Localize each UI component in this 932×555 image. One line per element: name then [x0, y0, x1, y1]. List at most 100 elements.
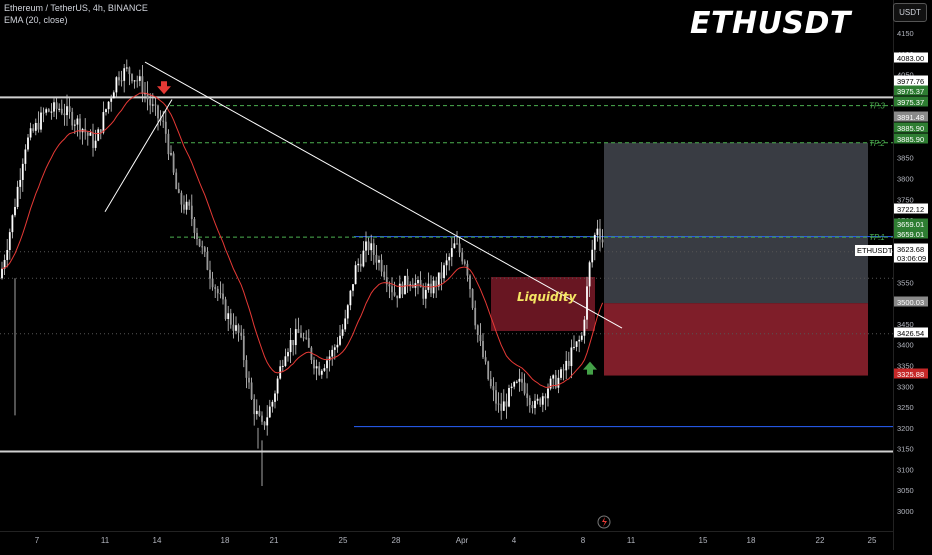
- candle-body: [495, 390, 497, 404]
- candle-body: [593, 234, 596, 250]
- candle-body: [466, 263, 469, 276]
- currency-button[interactable]: USDT: [893, 3, 927, 22]
- candle-body: [287, 352, 289, 357]
- candle-body: [16, 186, 19, 207]
- candle-body: [448, 256, 451, 261]
- price-label: 3885.90: [897, 135, 924, 144]
- candle-body: [328, 356, 331, 361]
- price-label-box: [894, 133, 928, 144]
- candle-body: [372, 243, 375, 255]
- y-tick-label: 3350: [897, 362, 914, 371]
- candle-body: [227, 313, 230, 320]
- indicator-legend[interactable]: EMA (20, close): [4, 15, 68, 25]
- candle-body: [393, 292, 396, 296]
- y-tick-label: 3750: [897, 195, 914, 204]
- candle-body: [307, 338, 310, 348]
- candle-body: [601, 239, 604, 243]
- candle-body: [21, 163, 24, 180]
- candle-body: [107, 101, 110, 110]
- candle-body: [3, 259, 6, 269]
- candle-body: [344, 318, 347, 330]
- candle-body: [518, 378, 521, 382]
- candle-body: [435, 280, 438, 287]
- candle-body: [133, 80, 136, 82]
- candle-body: [177, 189, 180, 193]
- candle-body: [63, 113, 66, 116]
- candle-body: [578, 339, 581, 342]
- candle-body: [417, 280, 419, 284]
- price-label-box: [894, 218, 928, 229]
- candle-body: [536, 398, 539, 401]
- candle-body: [560, 369, 562, 378]
- candle-body: [385, 277, 388, 285]
- candle-body: [320, 370, 323, 375]
- candle-body: [201, 246, 204, 248]
- candle-body: [510, 386, 513, 389]
- candle-body: [76, 118, 79, 125]
- candle-body: [164, 121, 167, 134]
- x-tick-label: 15: [699, 536, 708, 545]
- candle-body: [479, 335, 482, 342]
- candle-body: [409, 284, 412, 286]
- candle-body: [419, 280, 422, 288]
- candle-body: [138, 76, 141, 81]
- candle-body: [193, 219, 196, 233]
- candle-body: [521, 378, 523, 383]
- wedge-line: [104, 99, 173, 212]
- price-label: 3722.12: [897, 205, 924, 214]
- candle-body: [281, 365, 284, 367]
- candle-body: [128, 67, 131, 75]
- candle-body: [188, 201, 191, 206]
- candle-body: [274, 393, 276, 402]
- price-label: 3659.01: [897, 230, 924, 239]
- candle-body: [469, 275, 471, 290]
- price-label-box: [894, 368, 928, 379]
- candle-body: [123, 68, 126, 81]
- x-tick-label: 11: [627, 536, 636, 545]
- candle-body: [45, 109, 48, 113]
- candle-body: [136, 80, 139, 82]
- candle-body: [297, 329, 300, 333]
- candle-body: [167, 133, 170, 155]
- candle-body: [206, 251, 209, 270]
- symbol-tag-box: [855, 245, 892, 256]
- candle-body: [482, 341, 484, 358]
- price-label-box: [894, 111, 928, 122]
- candle-body: [50, 111, 53, 113]
- y-tick-label: 3150: [897, 445, 914, 454]
- candle-body: [456, 243, 458, 245]
- price-label-box: [894, 75, 928, 86]
- candle-body: [370, 243, 373, 251]
- candle-body: [240, 332, 243, 336]
- x-tick-label: 18: [221, 536, 230, 545]
- candle-body: [68, 106, 71, 112]
- candle-body: [588, 262, 591, 287]
- y-tick-label: 3050: [897, 486, 914, 495]
- candle-body: [250, 382, 253, 399]
- candle-body: [484, 357, 487, 362]
- candle-body: [29, 128, 32, 138]
- candle-body: [284, 356, 287, 366]
- candle-body: [549, 378, 552, 389]
- candle-body: [541, 396, 544, 405]
- price-axis-separator: [893, 0, 894, 550]
- candle-body: [349, 290, 352, 306]
- candle-body: [528, 397, 531, 405]
- candle-body: [565, 360, 568, 371]
- candle-body: [237, 325, 240, 333]
- candle-body: [11, 215, 14, 233]
- price-label: 3885.90: [897, 124, 924, 133]
- candle-body: [102, 112, 105, 133]
- candle-body: [534, 400, 536, 409]
- price-label: 3500.03: [897, 298, 924, 307]
- candle-body: [198, 238, 201, 247]
- y-tick-label: 3000: [897, 507, 914, 516]
- candle-body: [346, 305, 349, 319]
- candle-body: [58, 108, 61, 110]
- candle-body: [599, 228, 601, 240]
- y-tick-label: 3850: [897, 154, 914, 163]
- candle-body: [586, 286, 588, 320]
- liquidity-zone: [491, 276, 595, 332]
